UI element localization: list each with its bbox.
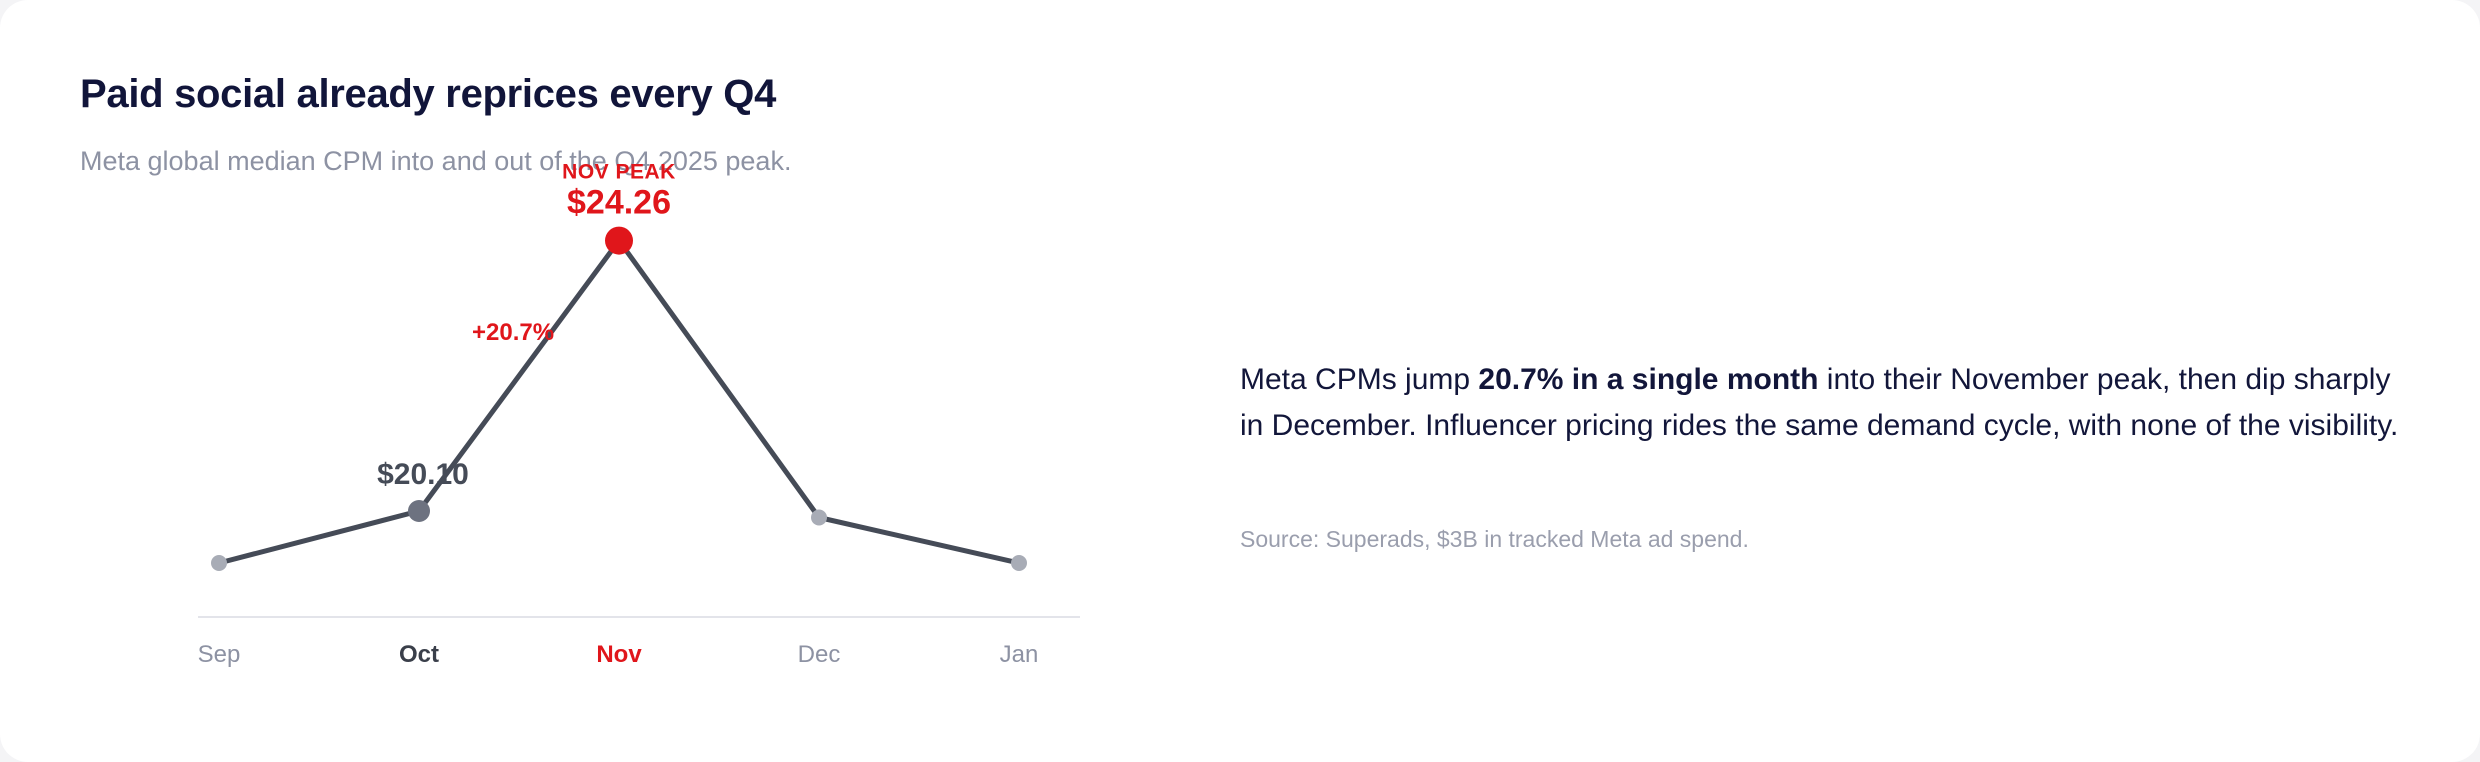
commentary-highlight: 20.7% in a single month xyxy=(1478,363,1819,396)
data-point-dec xyxy=(811,509,827,526)
month-change-label: +20.7% xyxy=(472,319,554,346)
source-note: Source: Superads, $3B in tracked Meta ad… xyxy=(1240,526,1749,552)
x-tick-oct: Oct xyxy=(399,641,439,668)
commentary-pre: Meta CPMs jump xyxy=(1240,363,1479,396)
chart-title: Paid social already reprices every Q4 xyxy=(80,72,777,116)
data-points xyxy=(211,226,1027,571)
commentary-post: into their November peak, then dip sharp… xyxy=(1240,363,2399,442)
nov-peak-tag: NOV PEAK xyxy=(562,161,676,184)
data-point-jan xyxy=(1011,555,1027,571)
x-tick-sep: Sep xyxy=(198,641,241,668)
cpm-line-chart: Sep Oct Nov Dec Jan +20.7% $20.10 NOV PEAK $… xyxy=(198,161,1080,668)
x-tick-jan: Jan xyxy=(1000,641,1039,668)
chart-subtitle: Meta global median CPM into and out of t… xyxy=(80,146,792,176)
data-point-oct xyxy=(408,500,430,522)
oct-value-label: $20.10 xyxy=(377,458,469,491)
x-tick-labels: Sep Oct Nov Dec Jan xyxy=(198,641,1039,668)
commentary-text: Meta CPMs jump 20.7% in a single month i… xyxy=(1240,357,2400,449)
x-tick-dec: Dec xyxy=(798,641,841,668)
cpm-series-line xyxy=(216,238,1022,566)
data-point-sep xyxy=(211,555,227,571)
x-tick-nov: Nov xyxy=(596,641,642,668)
nov-peak-value-label: $24.26 xyxy=(567,184,671,222)
peak-point xyxy=(605,226,633,255)
